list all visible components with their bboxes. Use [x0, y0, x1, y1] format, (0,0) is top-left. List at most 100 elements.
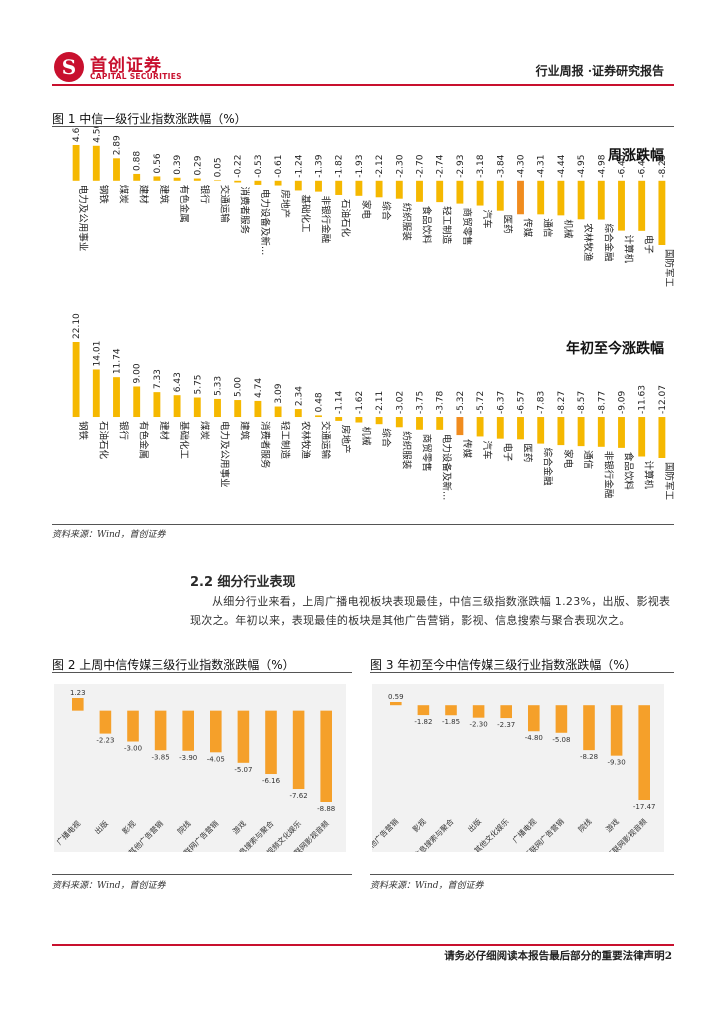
c1-data-label: -2.30: [395, 154, 405, 178]
c1-category-label: 食品饮料: [421, 206, 433, 245]
c4-category-label: 游戏: [603, 816, 621, 834]
brand-name-cn: 首创证券: [90, 56, 162, 76]
c3-bar: [320, 710, 332, 802]
c1-category-label: 煤炭: [118, 185, 130, 205]
c2-bar: [234, 400, 242, 418]
c4-category-label: 其他广告营销: [372, 816, 401, 852]
c1-category-label: 轻工制造: [441, 206, 453, 245]
c4-bar: [390, 702, 402, 706]
c2-category-label: 汽车: [481, 440, 493, 459]
c1-bar: [193, 178, 201, 181]
c1-category-label: 汽车: [481, 210, 493, 229]
c3-category-label: 院线: [175, 818, 193, 836]
c2-data-label: 5.75: [193, 374, 203, 394]
c2-category-label: 传媒: [461, 439, 473, 459]
c4-bar: [500, 705, 512, 719]
figure1-bottom-rule: [52, 524, 674, 525]
figure3-chart: 0.59其他广告营销-1.82影视-1.85信息搜索与聚合-2.30出版-2.3…: [372, 684, 664, 852]
c2-bar: [72, 342, 80, 418]
c2-bar: [395, 417, 403, 428]
c3-data-label: -8.88: [317, 805, 335, 813]
c1-bar: [517, 180, 524, 215]
section-title: 2.2 细分行业表现: [190, 575, 296, 590]
c2-data-label: -5.32: [456, 391, 466, 414]
c3-data-label: 1.23: [70, 689, 86, 697]
c2-category-label: 有色金属: [138, 421, 150, 459]
c4-data-label: 0.59: [388, 693, 404, 701]
c4-data-label: -2.30: [470, 721, 488, 729]
c1-category-label: 综合金融: [602, 224, 614, 263]
c4-bar: [610, 705, 623, 756]
figure3-bottom-rule: [370, 874, 674, 875]
figure2-title: 图 2 上周中信传媒三级行业指数涨跌幅（%）: [52, 658, 295, 672]
c2-data-label: 2.34: [294, 386, 304, 406]
c2-category-label: 石油石化: [97, 421, 109, 460]
c2-data-label: -5.72: [476, 391, 486, 414]
c1-category-label: 银行: [198, 185, 210, 205]
c1-bar: [395, 180, 403, 199]
c2-data-label: 6.43: [173, 372, 183, 392]
c1-data-label: -2.12: [375, 155, 385, 178]
c1-category-label: 电子: [643, 235, 655, 255]
c2-data-label: -8.57: [577, 391, 587, 414]
c1-bar: [234, 180, 242, 183]
figure3-title: 图 3 年初至今中信传媒三级行业指数涨跌幅（%）: [370, 658, 637, 672]
c2-category-label: 综合金融: [542, 448, 554, 487]
c2-category-label: 交通运输: [320, 421, 332, 460]
c1-data-label: -4.31: [537, 155, 547, 178]
c1-bar: [254, 180, 262, 185]
c1-data-label: -3.84: [496, 154, 506, 178]
c1-bar: [315, 180, 322, 192]
c2-bar: [638, 417, 646, 457]
c4-category-label: 出版: [465, 816, 483, 834]
c2-data-label: -12.07: [658, 385, 668, 414]
c1-category-label: 医药: [501, 215, 512, 234]
c2-bar: [416, 417, 423, 430]
c1-category-label: 商贸零售: [461, 208, 473, 246]
c2-bar: [193, 397, 201, 418]
c1-data-label: -6.40: [618, 154, 628, 178]
c4-bar: [528, 705, 540, 732]
c3-bar: [210, 710, 222, 753]
c2-category-label: 医药: [522, 443, 533, 462]
c2-category-label: 综合: [380, 428, 392, 448]
c2-bar: [173, 395, 181, 418]
c2-category-label: 电子: [501, 443, 513, 463]
c2-category-label: 国防军工: [663, 462, 674, 501]
c1-bar: [416, 180, 423, 202]
c3-bar: [99, 710, 112, 734]
c2-bar: [476, 417, 484, 437]
c1-data-label: -2.70: [416, 154, 426, 178]
c2-category-label: 食品饮料: [623, 452, 635, 491]
c4-category-label: 广播电视: [510, 816, 539, 845]
c1-bar: [496, 180, 504, 211]
c1-bar: [375, 180, 383, 198]
c1-category-label: 有色金属: [178, 185, 190, 223]
c2-data-label: -2.11: [375, 391, 385, 414]
c2-bar: [597, 417, 605, 447]
c2-data-label: -7.83: [537, 391, 547, 414]
c2-bar: [315, 415, 322, 418]
c2-data-label: 11.74: [113, 348, 123, 374]
c3-data-label: -4.05: [207, 755, 225, 763]
c1-category-label: 基础化工: [299, 194, 311, 233]
c2-bar: [456, 417, 464, 436]
c4-bar: [445, 705, 457, 716]
c3-data-label: -2.23: [96, 737, 114, 745]
c1-bar: [638, 180, 646, 231]
c1-data-label: -2.93: [456, 155, 466, 178]
c2-data-label: 5.00: [234, 377, 244, 397]
c2-bar: [618, 417, 625, 448]
c2-bar: [133, 386, 141, 418]
c2-category-label: 钢铁: [77, 421, 89, 441]
c1-bar: [274, 180, 282, 186]
c4-data-label: -4.80: [525, 734, 543, 742]
c1-data-label: -6.43: [638, 155, 648, 178]
c2-category-label: 建筑: [239, 421, 251, 441]
c4-data-label: -17.47: [633, 803, 656, 811]
c1-category-label: 电力设备及新…: [259, 189, 271, 256]
c1-data-label: -4.95: [577, 155, 587, 178]
c2-data-label: -3.02: [395, 391, 405, 414]
c1-category-label: 房地产: [279, 190, 291, 219]
c3-bar: [237, 710, 250, 763]
